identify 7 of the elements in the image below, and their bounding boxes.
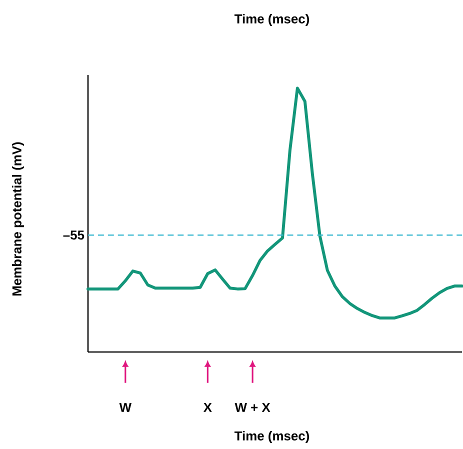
text: X bbox=[203, 402, 212, 412]
text: Time (msec) bbox=[234, 430, 310, 444]
chart-title: Time (msec) bbox=[234, 14, 310, 26]
text: W bbox=[119, 402, 132, 412]
ref-line-label: –55 bbox=[63, 230, 84, 240]
y-axis-title: Membrane potential (mV) bbox=[12, 142, 24, 296]
text: W + X bbox=[234, 402, 270, 412]
